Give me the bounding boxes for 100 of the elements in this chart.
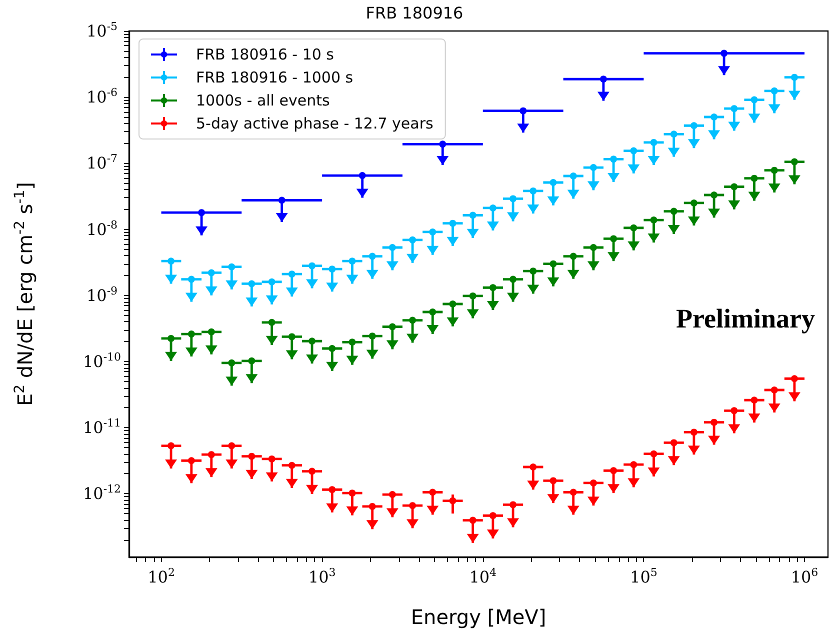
- point: [348, 258, 356, 265]
- point: [610, 235, 618, 242]
- point: [368, 332, 376, 340]
- point: [469, 212, 476, 219]
- point: [308, 468, 316, 475]
- annotation: Preliminary: [676, 304, 816, 334]
- point: [770, 87, 778, 94]
- point: [550, 477, 557, 484]
- point: [308, 338, 316, 345]
- point: [469, 516, 476, 524]
- point: [268, 318, 276, 326]
- point: [188, 330, 195, 338]
- point: [288, 333, 296, 340]
- point: [328, 486, 336, 494]
- point: [710, 192, 718, 199]
- point: [750, 396, 758, 404]
- point: [670, 208, 678, 215]
- point: [530, 464, 537, 470]
- point: [409, 502, 416, 510]
- point: [730, 407, 738, 414]
- point: [449, 220, 456, 227]
- chart-title: FRB 180916: [366, 4, 464, 22]
- point: [630, 147, 638, 154]
- point: [208, 451, 215, 458]
- point: [208, 328, 215, 336]
- point: [168, 258, 175, 265]
- point: [790, 158, 798, 166]
- point: [308, 262, 316, 270]
- legend-label: FRB 180916 - 10 s: [196, 46, 334, 64]
- point: [510, 276, 517, 283]
- point: [228, 442, 236, 450]
- point: [388, 244, 396, 251]
- point: [790, 375, 798, 382]
- point: [650, 138, 658, 146]
- point: [590, 164, 597, 172]
- point: [489, 512, 496, 520]
- point: [288, 270, 296, 278]
- point: [168, 442, 175, 450]
- point: [248, 280, 256, 288]
- point: [570, 172, 577, 180]
- point: [610, 156, 618, 163]
- point: [449, 300, 456, 308]
- point: [690, 199, 698, 206]
- point: [368, 502, 376, 510]
- point: [208, 269, 215, 276]
- point: [730, 105, 738, 112]
- point: [429, 488, 436, 496]
- point: [388, 323, 396, 330]
- point: [550, 260, 557, 268]
- point: [469, 292, 476, 300]
- point: [730, 183, 738, 190]
- point: [510, 195, 517, 202]
- point: [409, 236, 416, 244]
- point: [710, 418, 718, 426]
- point: [530, 187, 537, 194]
- legend-label: 5-day active phase - 12.7 years: [196, 114, 434, 132]
- point: [228, 263, 236, 270]
- point: [268, 278, 276, 286]
- point: [328, 266, 336, 273]
- point: [248, 357, 256, 364]
- legend-label: FRB 180916 - 1000 s: [196, 68, 354, 86]
- point: [429, 308, 436, 316]
- point: [570, 488, 577, 496]
- point: [770, 166, 778, 174]
- point: [328, 345, 336, 352]
- point: [530, 268, 537, 275]
- point: [550, 179, 557, 186]
- point: [188, 276, 195, 283]
- x-axis-title: Energy [MeV]: [410, 605, 546, 629]
- point: [670, 130, 678, 138]
- point: [590, 244, 597, 251]
- point: [248, 452, 256, 460]
- point: [268, 455, 276, 462]
- point: [650, 216, 658, 224]
- point: [750, 96, 758, 104]
- y-axis-title: E2 dN/dE [erg cm-2 s-1]: [12, 182, 37, 406]
- point: [348, 338, 356, 346]
- point: [348, 490, 356, 497]
- point: [570, 252, 577, 260]
- point: [690, 428, 698, 436]
- point: [690, 122, 698, 130]
- point: [630, 224, 638, 232]
- point: [449, 497, 456, 504]
- point: [288, 462, 296, 469]
- legend-label: 1000s - all events: [196, 92, 330, 110]
- point: [368, 252, 376, 260]
- point: [610, 467, 618, 474]
- point: [630, 461, 638, 468]
- point: [650, 450, 658, 458]
- point: [489, 204, 496, 212]
- point: [168, 334, 175, 342]
- point: [790, 74, 798, 81]
- point: [590, 479, 597, 486]
- point: [510, 501, 517, 508]
- point: [388, 491, 396, 498]
- point: [429, 228, 436, 236]
- point: [489, 284, 496, 292]
- point: [409, 316, 416, 324]
- point: [188, 457, 195, 464]
- point: [710, 113, 718, 120]
